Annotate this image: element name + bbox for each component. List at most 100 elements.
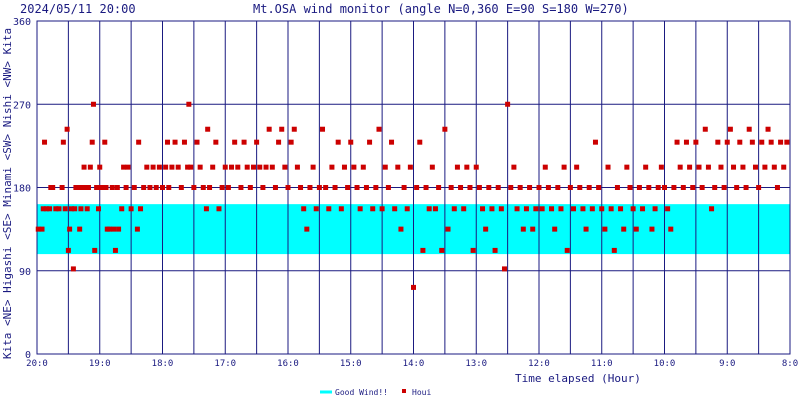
data-point (448, 185, 454, 190)
data-point (389, 139, 395, 145)
y-tick-label: 90 (19, 267, 31, 278)
data-point (671, 185, 677, 190)
data-point (407, 164, 413, 170)
data-point (759, 139, 765, 145)
data-point (345, 185, 351, 190)
data-point (709, 206, 715, 212)
data-point (473, 164, 479, 170)
data-point (304, 226, 310, 232)
y-tick-label: 270 (13, 100, 31, 111)
data-point (589, 206, 595, 212)
data-point (307, 185, 313, 190)
data-point (545, 185, 551, 190)
data-point (78, 206, 84, 212)
x-tick-label: 12:0 (528, 359, 550, 369)
data-point (395, 164, 401, 170)
data-point (60, 139, 66, 145)
data-point (774, 185, 780, 190)
data-point (160, 185, 165, 190)
data-point (618, 206, 624, 212)
data-point (114, 185, 120, 190)
data-point (696, 164, 702, 170)
data-point (630, 206, 636, 212)
data-point (260, 185, 266, 190)
data-point (102, 139, 108, 145)
x-tick-label: 10:0 (654, 359, 676, 369)
data-point (549, 206, 555, 212)
data-point (363, 185, 369, 190)
data-point (320, 126, 326, 132)
data-point (599, 206, 605, 212)
data-point (116, 226, 122, 232)
data-point (92, 247, 98, 253)
data-point (611, 247, 617, 253)
data-point (43, 206, 49, 212)
legend-swatch-houi (402, 389, 406, 393)
data-point (79, 185, 85, 190)
data-point (282, 164, 288, 170)
data-point (627, 185, 633, 190)
data-point (35, 226, 41, 232)
data-point (746, 126, 752, 132)
data-point (75, 185, 81, 190)
data-point (254, 139, 260, 145)
x-tick-label: 14:0 (403, 359, 425, 369)
data-point (247, 185, 253, 190)
data-point (574, 164, 580, 170)
data-point (652, 206, 658, 212)
data-point (514, 206, 520, 212)
data-point (621, 226, 627, 232)
data-point (84, 206, 90, 212)
data-point (335, 139, 341, 145)
data-point (461, 206, 467, 212)
data-point (310, 164, 316, 170)
data-point (451, 206, 457, 212)
data-point (244, 164, 250, 170)
data-point (498, 206, 504, 212)
legend-label: Good Wind!! (335, 388, 388, 397)
data-point (56, 206, 62, 212)
data-point (511, 164, 517, 170)
data-point (136, 139, 142, 145)
data-point (203, 206, 209, 212)
data-point (721, 185, 727, 190)
data-point (81, 164, 87, 170)
data-point (404, 206, 410, 212)
data-point (658, 164, 664, 170)
data-point (69, 206, 75, 212)
data-point (229, 164, 235, 170)
data-point (338, 206, 344, 212)
data-point (326, 206, 332, 212)
data-point (781, 164, 787, 170)
data-point (216, 206, 222, 212)
data-point (439, 247, 445, 253)
data-point (385, 185, 391, 190)
data-point (301, 206, 307, 212)
data-point (665, 206, 671, 212)
data-point (442, 126, 448, 132)
data-point (596, 185, 602, 190)
data-point (163, 164, 169, 170)
y-axis-title: Kita <NE> Higashi <SE> Minami <SW> Nishi… (1, 28, 14, 359)
data-point (235, 164, 241, 170)
data-point (370, 206, 376, 212)
data-point (291, 126, 297, 132)
data-point (250, 164, 256, 170)
data-point (222, 164, 228, 170)
data-point (72, 206, 78, 212)
data-point (495, 185, 501, 190)
data-point (172, 139, 178, 145)
data-point (517, 185, 523, 190)
data-point (756, 185, 762, 190)
data-point (687, 164, 693, 170)
data-point (138, 206, 144, 212)
data-point (423, 185, 429, 190)
data-point (85, 185, 91, 190)
data-point (602, 226, 608, 232)
data-point (655, 185, 661, 190)
data-point (147, 185, 153, 190)
data-point (238, 185, 244, 190)
x-tick-label: 9:0 (719, 359, 735, 369)
data-point (200, 185, 206, 190)
data-point (269, 164, 275, 170)
